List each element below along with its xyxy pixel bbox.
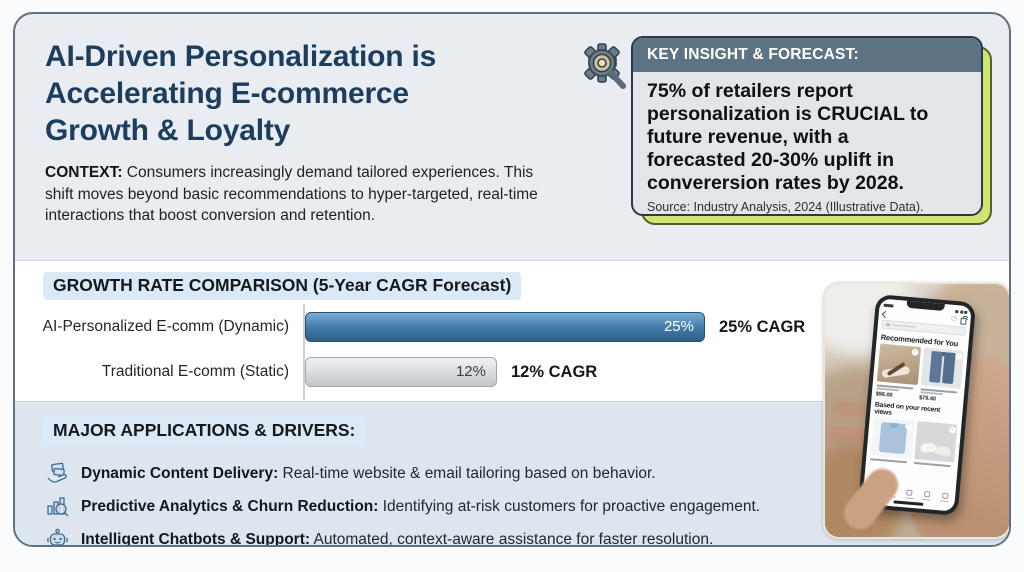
bar-value-label: 25% CAGR [719, 318, 806, 336]
application-text: Intelligent Chatbots & Support: Automate… [81, 530, 714, 547]
phone-photo-panel: ♡ Recommended for You ♡ $96.00 [823, 282, 1009, 539]
nav-icon [904, 489, 914, 500]
application-desc: Real-time website & email tailoring base… [278, 464, 656, 482]
insight-heading: KEY INSIGHT & FORECAST: [633, 38, 981, 72]
product-row: ♡ $96.00 ♡ $79.40 [875, 343, 964, 405]
bar-inside-label: 12% [455, 363, 486, 380]
signal-battery-icons [955, 310, 968, 314]
bar-inside-label: 25% [663, 318, 694, 335]
chatbot-icon [47, 528, 68, 545]
insight-body: 75% of retailers report personalization … [647, 80, 929, 194]
hand-content-delivery-icon [47, 462, 67, 483]
context-label: CONTEXT: [45, 164, 123, 181]
chart-category-label: AI-Personalized E-comm (Dynamic) [42, 318, 289, 335]
context-text: Consumers increasingly demand tailored e… [45, 164, 538, 224]
key-insight-card: KEY INSIGHT & FORECAST: 75% of retailers… [631, 36, 992, 225]
application-desc: Identifying at-risk customers for proact… [378, 497, 761, 515]
product-image-sneakers: ♡ [913, 421, 958, 463]
chart-title: GROWTH RATE COMPARISON (5-Year CAGR Fore… [43, 272, 522, 300]
bar-value-label: 12% CAGR [511, 363, 598, 381]
nav-icon [939, 492, 950, 503]
applications-heading: MAJOR APPLICATIONS & DRIVERS: [43, 417, 366, 445]
application-text: Predictive Analytics & Churn Reduction: … [81, 498, 760, 516]
back-icon [881, 310, 889, 318]
bar-track: 25% 25% CAGR [305, 312, 805, 342]
product-card-shirt: ♡ [870, 417, 915, 463]
product-card-shoe: ♡ $96.00 [875, 343, 921, 401]
gear-magnifier-icon [584, 43, 626, 89]
context-paragraph: CONTEXT: Consumers increasingly demand t… [45, 162, 560, 227]
product-row: ♡ ♡ [870, 417, 958, 467]
product-price: $96.00 [875, 391, 893, 399]
application-desc: Automated, context-aware assistance for … [310, 530, 714, 547]
product-card-jeans: ♡ $79.40 [919, 347, 964, 404]
bar-track: 12% 12% CAGR [305, 357, 705, 387]
insight-box: KEY INSIGHT & FORECAST: 75% of retailers… [631, 36, 983, 216]
product-image-shirt: ♡ [870, 417, 915, 459]
application-item: Intelligent Chatbots & Support: Automate… [45, 527, 714, 547]
growth-chart: GROWTH RATE COMPARISON (5-Year CAGR Fore… [15, 260, 1009, 402]
bar-traditional: 12% [305, 357, 497, 387]
home-indicator [893, 500, 924, 506]
bar-ai-personalized: 25% [305, 312, 705, 342]
application-title: Intelligent Chatbots & Support: [81, 530, 311, 547]
favorite-icon: ♡ [911, 347, 919, 356]
chart-axis-line [303, 304, 305, 400]
clock-placeholder [883, 303, 894, 308]
wishlist-heart-icon: ♡ [950, 314, 958, 325]
favorite-icon: ♡ [948, 425, 956, 433]
insight-source: Source: Industry Analysis, 2024 (Illustr… [647, 200, 924, 214]
application-item: Predictive Analytics & Churn Reduction: … [45, 494, 760, 519]
favorite-icon: ♡ [904, 421, 913, 430]
analytics-magnifier-icon [47, 497, 69, 517]
application-text: Dynamic Content Delivery: Real-time webs… [81, 465, 656, 483]
shopping-bag-icon [960, 316, 967, 325]
chart-category-label: Traditional E-comm (Static) [101, 363, 289, 380]
chart-row-ai: AI-Personalized E-comm (Dynamic) 25% 25%… [15, 312, 1009, 342]
product-image-jeans: ♡ [920, 347, 964, 389]
application-item: Dynamic Content Delivery: Real-time webs… [45, 461, 656, 486]
nav-icon [922, 490, 932, 501]
product-image-shoe: ♡ [876, 343, 921, 385]
application-title: Dynamic Content Delivery: [81, 464, 279, 482]
applications-section: MAJOR APPLICATIONS & DRIVERS: Dynamic Co… [15, 403, 1009, 545]
search-icon [885, 322, 890, 327]
search-placeholder-line [891, 324, 916, 328]
product-price: $79.40 [918, 395, 937, 403]
application-title: Predictive Analytics & Churn Reduction: [81, 497, 379, 515]
product-card-sneakers: ♡ [913, 421, 958, 467]
chart-row-traditional: Traditional E-comm (Static) 12% 12% CAGR [15, 357, 1009, 387]
favorite-icon: ♡ [954, 351, 963, 360]
infographic-card: AI-Driven Personalization is Acceleratin… [13, 12, 1011, 547]
page-title: AI-Driven Personalization is Acceleratin… [45, 40, 437, 147]
